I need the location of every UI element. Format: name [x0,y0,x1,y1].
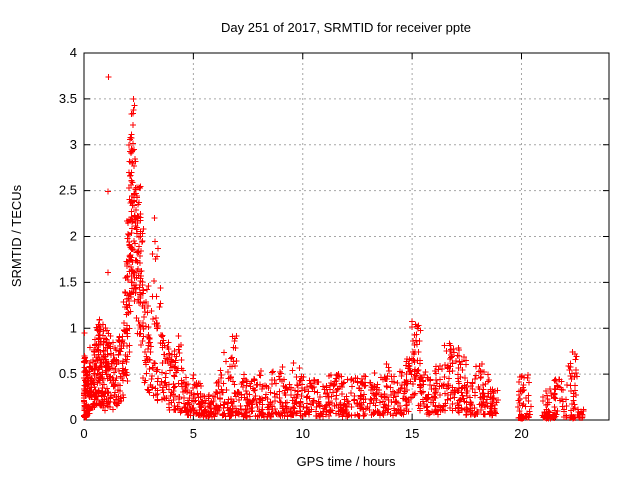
tick-labels: 0 5 10 15 20 0 0.5 1 1.5 2 2.5 3 3.5 4 [59,45,529,441]
x-tick-label: 5 [190,426,197,441]
y-tick-label: 0 [70,412,77,427]
scatter-markers [81,74,587,422]
y-tick-label: 2.5 [59,183,77,198]
y-axis-label: SRMTID / TECUs [9,184,24,287]
y-tick-label: 3.5 [59,91,77,106]
y-tick-label: 4 [70,45,77,60]
chart-title: Day 251 of 2017, SRMTID for receiver ppt… [221,20,471,35]
x-tick-label: 10 [296,426,310,441]
y-tick-label: 1 [70,320,77,335]
y-tick-label: 2 [70,229,77,244]
x-axis-label: GPS time / hours [297,454,396,469]
y-tick-label: 1.5 [59,274,77,289]
x-tick-label: 20 [514,426,528,441]
y-tick-label: 0.5 [59,366,77,381]
x-tick-label: 0 [80,426,87,441]
y-tick-label: 3 [70,137,77,152]
x-tick-label: 15 [405,426,419,441]
data-points [81,74,587,422]
